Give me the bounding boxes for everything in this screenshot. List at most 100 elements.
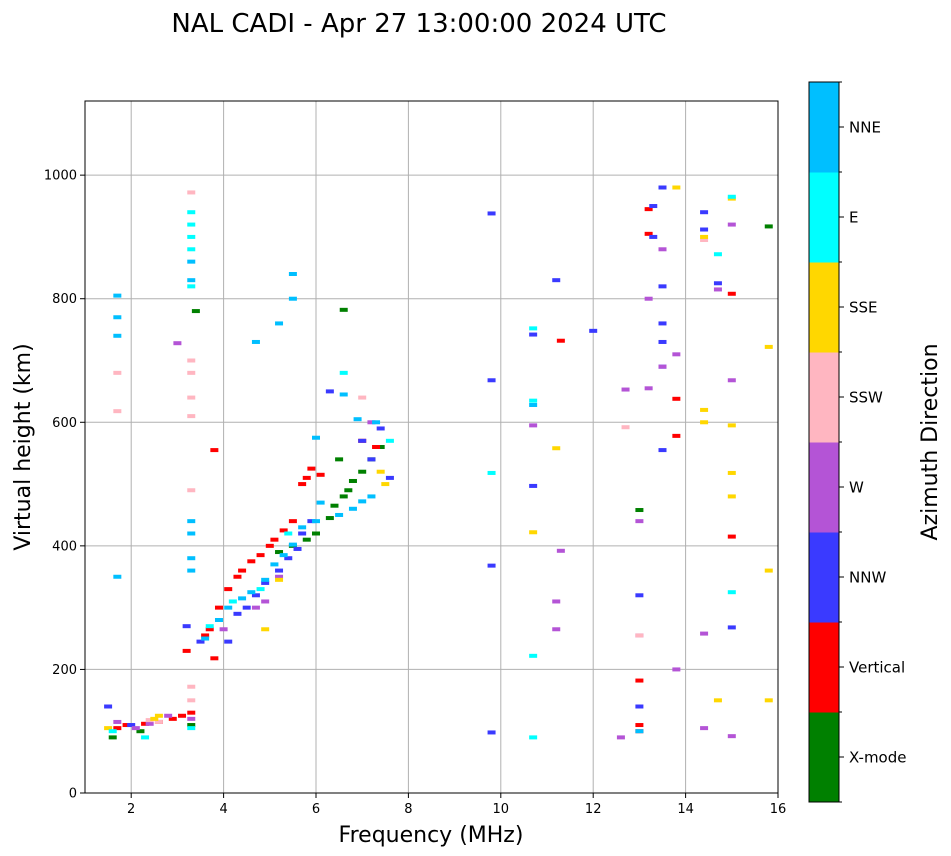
echo-point <box>358 438 367 443</box>
echo-point <box>298 525 307 530</box>
echo-point <box>187 358 196 363</box>
echo-point <box>210 448 219 453</box>
echo-point <box>145 721 154 726</box>
y-axis-label: Virtual height (km) <box>11 343 36 550</box>
echo-point <box>649 204 658 209</box>
echo-point <box>219 627 228 632</box>
echo-point <box>529 398 538 403</box>
colorbar-segment <box>809 262 839 353</box>
echo-point <box>487 470 496 475</box>
echo-point <box>302 537 311 542</box>
echo-point <box>275 550 284 555</box>
echo-point <box>275 577 284 582</box>
colorbar: X-mode Vertical NNW W SSW SSE E NNE <box>808 81 906 803</box>
echo-point <box>187 556 196 561</box>
echo-point <box>154 713 163 718</box>
echo-point <box>658 448 667 453</box>
echo-point <box>727 494 736 499</box>
echo-point <box>487 730 496 735</box>
echo-point <box>358 395 367 400</box>
echo-point <box>127 723 136 728</box>
x-axis-label: Frequency (MHz) <box>339 823 524 848</box>
echo-point <box>727 625 736 630</box>
echo-point <box>672 352 681 357</box>
echo-point <box>727 378 736 383</box>
echo-point <box>330 503 339 508</box>
echo-point <box>298 482 307 487</box>
echo-point <box>233 611 242 616</box>
echo-point <box>335 457 344 462</box>
grid-lines <box>85 101 778 793</box>
echo-point <box>210 656 219 661</box>
echo-point <box>372 420 381 425</box>
echo-point <box>233 574 242 579</box>
echo-point <box>589 328 598 333</box>
echo-point <box>727 423 736 428</box>
echo-point <box>261 577 270 582</box>
echo-point <box>658 185 667 190</box>
echo-point <box>187 247 196 252</box>
echo-point <box>529 332 538 337</box>
echo-point <box>279 553 288 558</box>
y-axis-ticks: 0 200 400 600 800 1000 <box>44 169 85 802</box>
echo-point <box>713 281 722 286</box>
colorbar-label: NNW <box>849 569 886 587</box>
echo-point <box>635 729 644 734</box>
echo-point <box>658 364 667 369</box>
echo-point <box>635 723 644 728</box>
y-tick-label: 1000 <box>44 169 77 184</box>
echo-point <box>713 252 722 257</box>
echo-point <box>113 726 122 731</box>
echo-point <box>727 470 736 475</box>
echo-point <box>487 563 496 568</box>
colorbar-label: SSW <box>849 389 883 407</box>
echo-point <box>727 534 736 539</box>
x-tick-label: 12 <box>585 802 602 817</box>
echo-point <box>270 537 279 542</box>
echo-point <box>201 636 210 641</box>
echo-point <box>672 185 681 190</box>
echo-point <box>108 735 117 740</box>
echo-point <box>307 466 316 471</box>
echo-point <box>556 548 565 553</box>
echo-point <box>358 499 367 504</box>
echo-point <box>131 726 140 731</box>
echo-point <box>764 568 773 573</box>
echo-point <box>238 596 247 601</box>
echo-point <box>187 698 196 703</box>
echo-point <box>214 605 223 610</box>
colorbar-segment <box>809 532 839 623</box>
echo-point <box>376 469 385 474</box>
echo-point <box>288 272 297 276</box>
echo-point <box>187 370 196 375</box>
echo-point <box>316 472 325 477</box>
echo-point <box>635 704 644 709</box>
echo-point <box>644 231 653 236</box>
echo-point <box>261 599 270 604</box>
echo-point <box>113 333 122 338</box>
echo-point <box>187 222 196 227</box>
echo-point <box>700 420 709 425</box>
x-tick-label: 6 <box>312 802 320 817</box>
echo-point <box>552 446 561 451</box>
echo-point <box>764 698 773 703</box>
echo-point <box>367 457 376 462</box>
plot-frame <box>84 100 779 794</box>
echo-point <box>312 531 320 536</box>
echo-point <box>288 296 297 301</box>
echo-point <box>376 426 385 431</box>
echo-point <box>302 475 311 480</box>
echo-point <box>312 519 320 524</box>
echo-point <box>529 423 538 428</box>
echo-point <box>529 402 538 407</box>
colorbar-title: Azimuth Direction <box>918 343 943 540</box>
echo-point <box>251 605 260 610</box>
echo-point <box>635 633 644 638</box>
echo-point <box>187 684 196 689</box>
echo-point <box>339 392 348 397</box>
echo-point <box>256 587 265 592</box>
echo-point <box>187 716 196 721</box>
echo-point <box>187 568 196 573</box>
echo-point <box>275 321 284 326</box>
echo-point <box>182 648 191 653</box>
